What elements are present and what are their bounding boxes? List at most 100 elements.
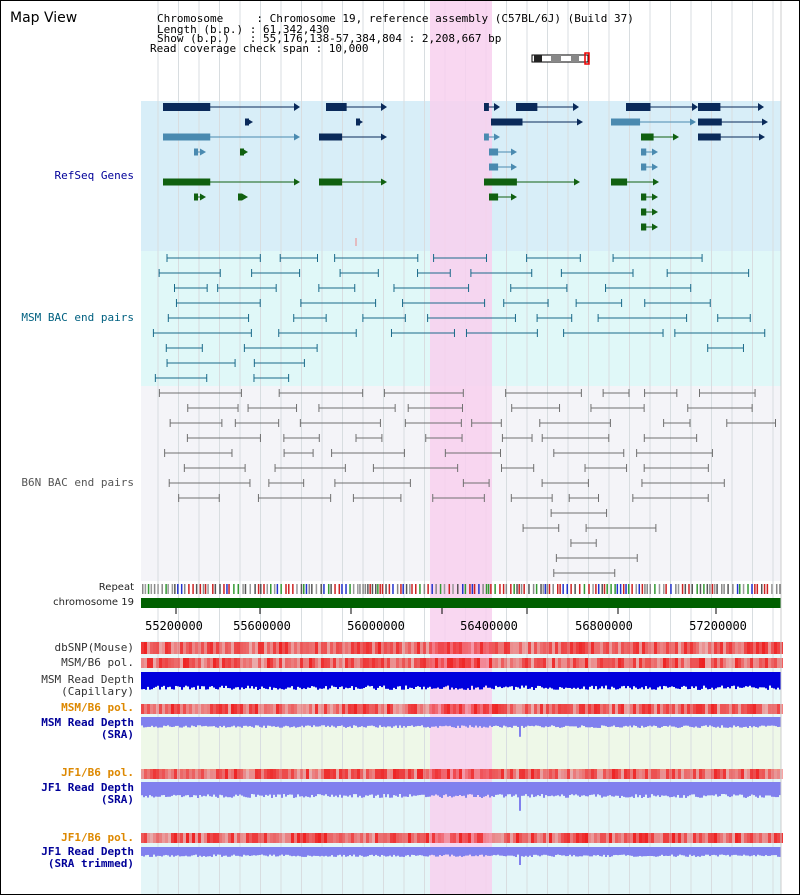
depth-bar — [391, 672, 393, 690]
depth-bar — [675, 717, 677, 728]
heat-cell — [309, 642, 312, 654]
depth-bar — [205, 672, 207, 690]
depth-bar — [459, 847, 461, 856]
depth-bar — [703, 672, 705, 686]
depth-bar — [433, 672, 435, 689]
heat-cell — [636, 642, 639, 654]
depth-bar — [623, 717, 625, 727]
depth-bar — [539, 782, 541, 797]
depth-bar — [347, 782, 349, 797]
depth-bar — [191, 717, 193, 726]
depth-bar — [257, 782, 259, 795]
heat-cell — [387, 833, 390, 843]
heat-cell — [366, 704, 369, 714]
heat-cell — [288, 704, 291, 714]
depth-bar — [371, 782, 373, 795]
depth-bar — [593, 782, 595, 795]
depth-bar — [461, 717, 463, 726]
depth-bar — [497, 847, 499, 855]
repeat-mark — [357, 584, 359, 594]
heat-cell — [531, 833, 534, 843]
heat-cell — [198, 833, 201, 843]
heat-cell — [678, 833, 681, 843]
depth-bar — [659, 672, 661, 687]
gene-strand-arrow — [247, 118, 253, 126]
heat-cell — [501, 658, 504, 668]
ideogram-position-marker — [584, 52, 590, 65]
heat-cell — [768, 658, 771, 668]
depth-bar — [537, 782, 539, 796]
heat-cell — [753, 704, 756, 714]
depth-bar — [549, 672, 551, 688]
heat-cell — [678, 642, 681, 654]
heat-cell — [774, 769, 777, 779]
depth-bar — [387, 847, 389, 857]
heat-cell — [195, 658, 198, 668]
jf1-depth-trim-sub: (SRA trimmed) — [47, 857, 134, 870]
repeat-mark — [431, 584, 433, 594]
heat-cell — [162, 642, 165, 654]
heat-cell — [165, 769, 168, 779]
heat-cell — [216, 833, 219, 843]
depth-bar — [369, 717, 371, 726]
depth-bar — [431, 782, 433, 796]
depth-bar — [317, 672, 319, 690]
depth-bar — [493, 717, 495, 727]
depth-bar — [755, 672, 757, 689]
depth-bar — [255, 847, 257, 856]
depth-bar — [551, 782, 553, 796]
selection-highlight[interactable] — [430, 1, 492, 895]
heat-cell — [651, 704, 654, 714]
heat-cell — [618, 833, 621, 843]
heat-cell — [489, 704, 492, 714]
axis-tick-label: 55200000 — [145, 619, 203, 633]
depth-bar — [171, 672, 173, 690]
b6n-bac-label[interactable]: B6N BAC end pairs — [21, 476, 134, 489]
depth-bar — [669, 782, 671, 798]
depth-bar — [279, 847, 281, 856]
heat-cell — [756, 769, 759, 779]
repeat-mark — [528, 584, 530, 594]
depth-bar — [463, 782, 465, 796]
depth-bar — [773, 847, 775, 856]
heat-cell — [294, 704, 297, 714]
depth-bar — [247, 672, 249, 686]
heat-cell — [714, 642, 717, 654]
depth-bar — [467, 672, 469, 689]
depth-bar — [579, 717, 581, 728]
depth-bar — [653, 717, 655, 726]
depth-bar — [297, 672, 299, 687]
depth-bar — [747, 782, 749, 797]
heat-cell — [414, 833, 417, 843]
heat-cell — [657, 704, 660, 714]
heat-cell — [456, 704, 459, 714]
heat-cell — [774, 658, 777, 668]
heat-cell — [516, 642, 519, 654]
heat-cell — [525, 658, 528, 668]
heat-cell — [183, 833, 186, 843]
heat-cell — [474, 704, 477, 714]
depth-bar — [491, 847, 493, 856]
heat-cell — [768, 769, 771, 779]
depth-bar — [195, 847, 197, 855]
heat-cell — [285, 704, 288, 714]
gene-exon — [698, 103, 721, 111]
heat-cell — [681, 704, 684, 714]
heat-cell — [210, 769, 213, 779]
depth-bar — [209, 672, 211, 687]
msm-bac-label[interactable]: MSM BAC end pairs — [21, 311, 134, 324]
heat-cell — [231, 769, 234, 779]
heat-cell — [660, 833, 663, 843]
depth-bar — [389, 672, 391, 690]
heat-cell — [303, 704, 306, 714]
heat-cell — [462, 642, 465, 654]
refseq-genes-label[interactable]: RefSeq Genes — [54, 169, 134, 182]
depth-bar — [387, 672, 389, 689]
heat-cell — [555, 833, 558, 843]
depth-bar — [247, 847, 249, 856]
depth-bar — [569, 847, 571, 855]
heat-cell — [183, 658, 186, 668]
depth-bar — [173, 847, 175, 857]
heat-cell — [399, 704, 402, 714]
